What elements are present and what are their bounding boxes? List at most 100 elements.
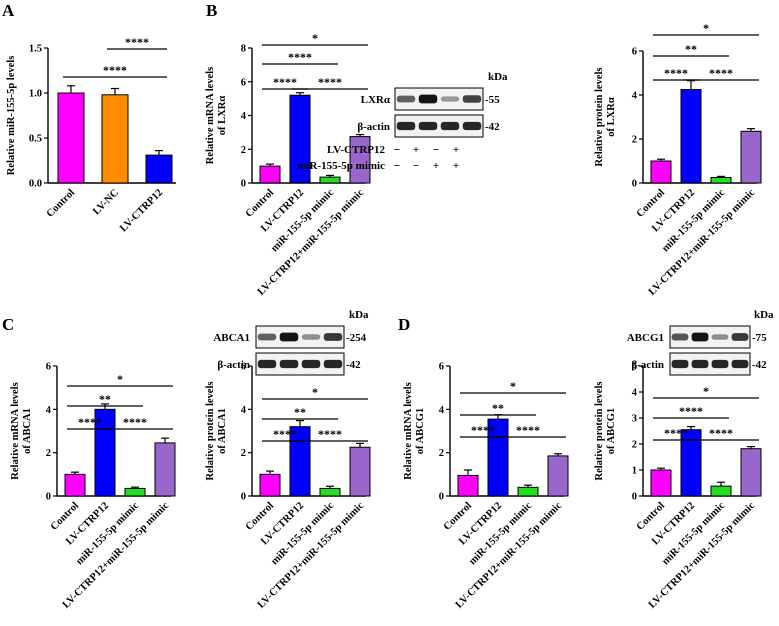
y-tick-label: 2 xyxy=(632,440,637,451)
y-tick-label: 6 xyxy=(439,362,444,373)
blot-band xyxy=(301,334,321,340)
significance-label: **** xyxy=(78,415,102,429)
significance-label: **** xyxy=(516,423,540,437)
blot-kda-value: -55 xyxy=(485,94,500,106)
y-tick-label: 1.0 xyxy=(29,89,42,100)
blot-membrane xyxy=(394,87,484,111)
condition-sign: − xyxy=(394,160,400,172)
bar xyxy=(57,92,85,184)
y-tick-label: 6 xyxy=(632,47,637,58)
y-axis-label: Relative protein levels xyxy=(594,68,605,167)
blot-band xyxy=(257,359,277,369)
blot-band xyxy=(440,96,460,102)
bar xyxy=(650,469,672,497)
significance-label: **** xyxy=(318,427,342,441)
significance-label: **** xyxy=(103,63,127,77)
y-tick-label: 4 xyxy=(632,388,638,399)
blot-band xyxy=(323,359,343,369)
significance-label: **** xyxy=(273,75,297,89)
blot-row-label: LXRα xyxy=(361,94,391,106)
y-axis-label: of LXRα xyxy=(606,97,617,137)
y-tick-label: 0 xyxy=(439,492,444,503)
significance-label: * xyxy=(703,21,709,35)
y-tick-label: 6 xyxy=(241,362,246,373)
y-tick-label: 2 xyxy=(439,448,444,459)
panel-label-c: C xyxy=(2,315,14,334)
bar xyxy=(124,487,146,497)
blot-row-label: ABCG1 xyxy=(627,332,664,344)
y-axis-label: Relative mRNA levels xyxy=(205,67,216,164)
condition-label: miR-155-5p mimic xyxy=(297,160,385,172)
blot-membrane xyxy=(255,325,345,349)
y-tick-label: 2 xyxy=(241,145,246,156)
blot-kda-value: -42 xyxy=(752,359,767,371)
bar xyxy=(319,487,341,497)
bar xyxy=(349,446,371,497)
condition-sign: + xyxy=(453,160,459,172)
y-tick-label: 1 xyxy=(632,466,637,477)
y-tick-label: 0 xyxy=(241,492,246,503)
blot-band xyxy=(711,359,729,369)
significance-label: **** xyxy=(664,426,688,440)
blot-band xyxy=(396,121,416,131)
condition-sign: − xyxy=(433,144,439,156)
y-tick-label: 4 xyxy=(241,111,247,122)
y-tick-label: 4 xyxy=(46,405,52,416)
y-tick-label: 4 xyxy=(439,405,445,416)
category-label: LV-CTRP12 xyxy=(118,187,165,234)
blot-row-label: β-actin xyxy=(357,121,390,133)
y-axis-label: of ABCA1 xyxy=(22,408,33,454)
blot-band xyxy=(671,359,689,369)
blot-row-label: ABCA1 xyxy=(213,332,250,344)
category-label: LV-NC xyxy=(91,187,121,217)
blot-row-label: β-actin xyxy=(217,359,250,371)
blot-kda-value: -42 xyxy=(485,121,500,133)
significance-label: ** xyxy=(99,392,111,406)
y-axis-label: Relative protein levels xyxy=(205,382,216,481)
y-axis-label: of LXRα xyxy=(217,96,228,136)
condition-sign: + xyxy=(433,160,439,172)
significance-label: **** xyxy=(273,427,297,441)
y-axis-label: Relative mRNA levels xyxy=(10,382,21,479)
y-tick-label: 2 xyxy=(46,448,51,459)
significance-label: **** xyxy=(125,35,149,49)
western-blot-c: kDa ABCA1 -254 β-actin -42 xyxy=(213,309,369,376)
blot-band xyxy=(257,333,277,341)
blot-membrane xyxy=(669,352,751,376)
bar xyxy=(457,474,479,497)
blot-band xyxy=(279,332,299,342)
bar xyxy=(650,160,672,184)
blot-band xyxy=(279,359,299,369)
blot-band xyxy=(418,121,438,131)
y-axis-label: of ABCA1 xyxy=(217,408,228,454)
y-tick-label: 3 xyxy=(632,414,637,425)
blot-band xyxy=(691,332,709,342)
significance-label: ** xyxy=(294,405,306,419)
y-tick-label: 0 xyxy=(46,492,51,503)
y-tick-label: 2 xyxy=(632,135,637,146)
blot-kda-value: -42 xyxy=(346,359,361,371)
bar xyxy=(710,485,732,497)
blot-band xyxy=(731,359,749,369)
y-tick-label: 5 xyxy=(632,362,637,373)
blot-band xyxy=(440,121,460,131)
blot-band xyxy=(323,333,343,341)
significance-label: ** xyxy=(492,401,504,415)
bar xyxy=(154,442,176,497)
y-axis-label: Relative miR-155-5p levels xyxy=(6,56,17,176)
significance-label: * xyxy=(703,384,709,398)
blot-band xyxy=(418,94,438,104)
condition-sign: + xyxy=(453,144,459,156)
y-axis-label: of ABCG1 xyxy=(606,408,617,454)
blot-membrane xyxy=(669,325,751,349)
blot-band xyxy=(396,95,416,103)
category-label: Control xyxy=(45,187,77,219)
kda-label: kDa xyxy=(488,71,508,83)
chart-a: 0.0 0.5 1.0 1.5 Relative miR-155-5p levels Co… xyxy=(6,35,176,234)
blot-band xyxy=(711,334,729,340)
bar xyxy=(319,176,341,184)
y-tick-label: 0 xyxy=(632,179,637,190)
